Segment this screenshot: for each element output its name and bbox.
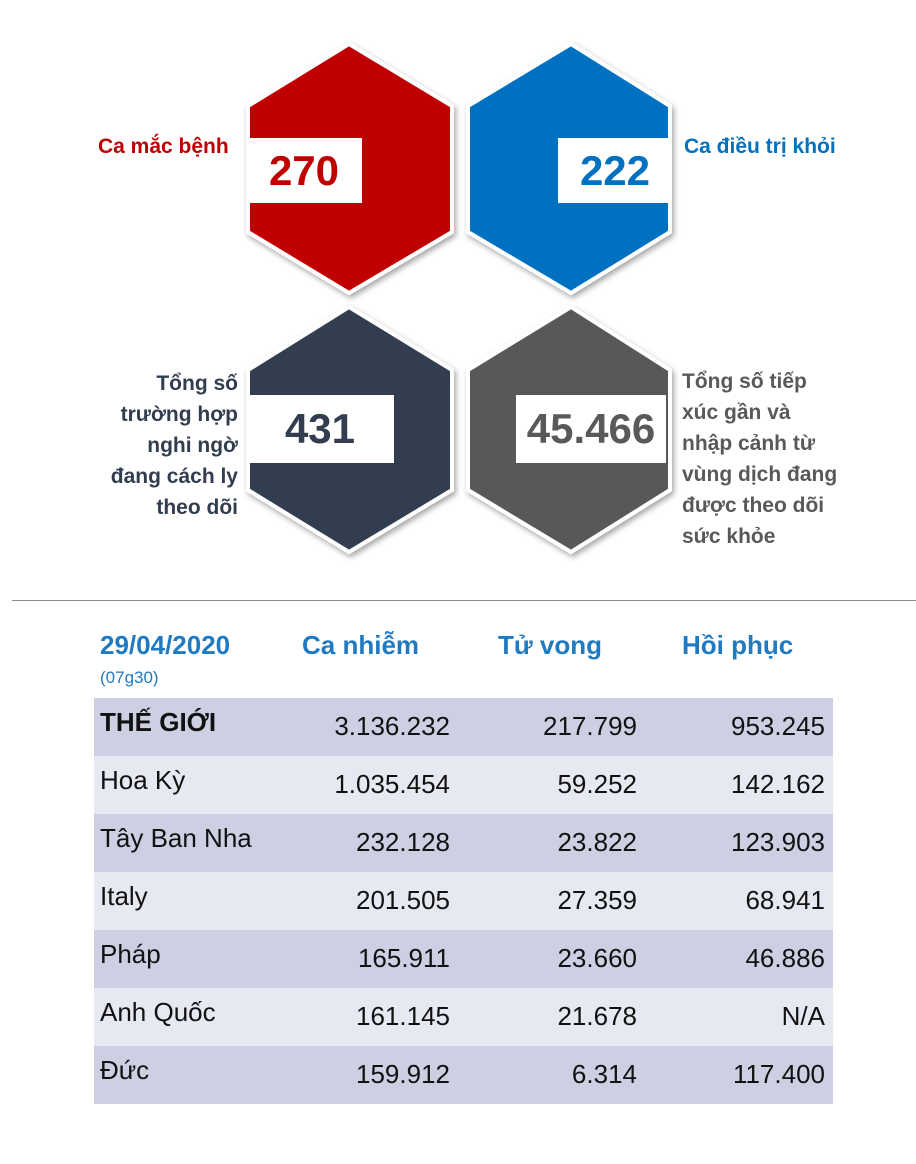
monitored-label: Tổng số tiếp xúc gần và nhập cảnh từ vùn… (682, 366, 837, 552)
monitored-label-line: Tổng số tiếp (682, 370, 807, 393)
quarantine-value: 431 (246, 395, 394, 463)
table-row: THẾ GIỚI 3.136.232 217.799 953.245 (94, 698, 833, 756)
deaths-cell: 21.678 (557, 1001, 637, 1031)
table-row: Tây Ban Nha 232.128 23.822 123.903 (94, 814, 833, 872)
monitored-label-line: được theo dõi (682, 494, 825, 517)
cases-cell: 1.035.454 (334, 769, 450, 799)
country-name: Đức (100, 1055, 150, 1085)
monitored-label-line: nhập cảnh từ (682, 432, 816, 455)
cases-cell: 201.505 (356, 885, 450, 915)
quarantine-label-line: đang cách ly (110, 465, 238, 488)
country-name: Pháp (100, 939, 161, 969)
deaths-cell: 23.660 (557, 943, 637, 973)
quarantine-label-line: trường hợp (120, 403, 238, 426)
table-time: (07g30) (100, 668, 159, 687)
stats-table: THẾ GIỚI 3.136.232 217.799 953.245 Hoa K… (94, 698, 833, 1104)
recovered-cell: 953.245 (731, 711, 825, 741)
country-name: Tây Ban Nha (100, 823, 252, 853)
table-row: Italy 201.505 27.359 68.941 (94, 872, 833, 930)
deaths-cell: 59.252 (557, 769, 637, 799)
quarantine-label-line: nghi ngờ (147, 434, 238, 457)
cases-cell: 159.912 (356, 1059, 450, 1089)
cases-cell: 3.136.232 (334, 711, 450, 741)
cases-label: Ca mắc bệnh (98, 135, 229, 158)
monitored-label-line: xúc gần và (682, 401, 791, 424)
deaths-cell: 23.822 (557, 827, 637, 857)
country-name: Italy (100, 881, 148, 911)
cases-cell: 161.145 (356, 1001, 450, 1031)
recovered-value: 222 (558, 138, 672, 203)
recovered-cell: 46.886 (745, 943, 825, 973)
table-date: 29/04/2020 (100, 630, 231, 660)
table-row: Hoa Kỳ 1.035.454 59.252 142.162 (94, 756, 833, 814)
header-cases: Ca nhiễm (302, 630, 420, 660)
deaths-cell: 27.359 (557, 885, 637, 915)
table-row: Pháp 165.911 23.660 46.886 (94, 930, 833, 988)
cases-cell: 165.911 (357, 943, 450, 973)
monitored-label-line: sức khỏe (682, 525, 776, 548)
quarantine-label: Tổng số trường hợp nghi ngờ đang cách ly… (111, 368, 238, 523)
deaths-cell: 6.314 (571, 1059, 637, 1089)
deaths-cell: 217.799 (543, 711, 637, 741)
table-row: Đức 159.912 6.314 117.400 (94, 1046, 833, 1104)
header-deaths: Tử vong (498, 630, 603, 660)
monitored-value: 45.466 (516, 395, 666, 463)
quarantine-label-line: Tổng số (156, 372, 238, 395)
header-recovered: Hồi phục (682, 630, 794, 660)
recovered-cell: 117.400 (732, 1059, 825, 1089)
recovered-label: Ca điều trị khỏi (684, 135, 836, 158)
recovered-cell: N/A (781, 1001, 825, 1031)
country-name: Anh Quốc (100, 997, 216, 1027)
table-row: Anh Quốc 161.145 21.678 N/A (94, 988, 833, 1046)
cases-cell: 232.128 (356, 827, 450, 857)
cases-value: 270 (246, 138, 362, 203)
quarantine-label-line: theo dõi (156, 496, 238, 519)
section-divider (12, 600, 916, 601)
country-name: Hoa Kỳ (100, 765, 186, 795)
recovered-cell: 68.941 (745, 885, 825, 915)
country-name: THẾ GIỚI (100, 707, 217, 737)
recovered-cell: 123.903 (731, 827, 825, 857)
recovered-cell: 142.162 (731, 769, 825, 799)
monitored-label-line: vùng dịch đang (682, 463, 838, 486)
